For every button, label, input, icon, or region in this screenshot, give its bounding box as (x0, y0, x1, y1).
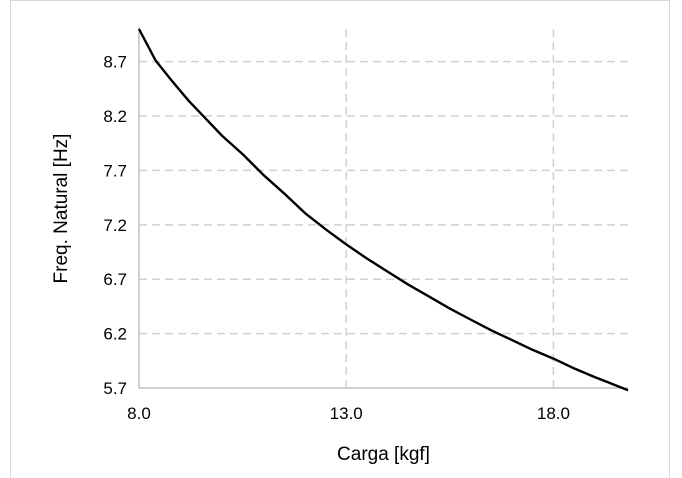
series-line-0 (137, 28, 629, 392)
y-tick-label: 7.7 (103, 161, 127, 180)
x-axis-title: Carga [kgf] (337, 444, 430, 465)
y-tick-label: 8.2 (103, 107, 127, 126)
series-lines (137, 28, 629, 392)
x-tick-labels: 8.0 13.0 18.0 (127, 404, 570, 423)
grid-lines (139, 29, 628, 388)
y-tick-label: 5.7 (103, 379, 127, 398)
y-tick-labels: 5.7 6.2 6.7 7.2 7.7 8.2 8.7 (103, 53, 127, 398)
y-tick-label: 6.2 (103, 325, 127, 344)
y-tick-label: 7.2 (103, 216, 127, 235)
y-axis-title: Freq. Natural [Hz] (51, 134, 72, 284)
x-tick-label: 13.0 (330, 404, 363, 423)
x-tick-label: 18.0 (537, 404, 570, 423)
axes (138, 27, 628, 389)
x-tick-label: 8.0 (127, 404, 151, 423)
y-tick-label: 8.7 (103, 53, 127, 72)
y-tick-label: 6.7 (103, 270, 127, 289)
